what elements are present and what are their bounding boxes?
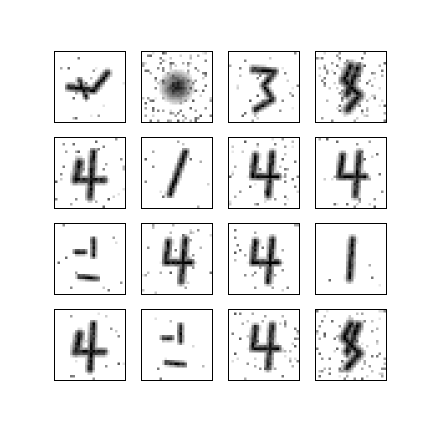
sample-image-pixels [229, 52, 299, 122]
sample-image-r3c4 [315, 223, 387, 295]
sample-image-r3c3 [228, 223, 300, 295]
sample-image-pixels [142, 224, 212, 294]
sample-image-pixels [231, 312, 299, 380]
sample-image-r1c4 [315, 51, 387, 123]
sample-image-pixels [318, 138, 384, 208]
sample-image-pixels [154, 317, 205, 380]
sample-image-pixels [60, 57, 125, 120]
sample-image-r2c3 [228, 137, 300, 209]
sample-image-r2c2 [141, 137, 213, 209]
sample-image-r4c3 [228, 309, 300, 381]
sample-image-r1c3 [228, 51, 300, 123]
sample-image-r4c2 [141, 309, 213, 381]
sample-image-pixels [144, 140, 210, 208]
sample-image-pixels [234, 224, 299, 292]
sample-image-pixels [316, 52, 386, 122]
sample-image-pixels [328, 234, 381, 287]
sample-image-r1c1 [54, 51, 126, 123]
sample-image-pixels [142, 52, 212, 122]
sample-image-r4c4 [315, 309, 387, 381]
sample-image-pixels [70, 312, 125, 380]
sample-image-r1c2 [141, 51, 213, 123]
sample-image-pixels [55, 138, 125, 208]
sample-image-r3c2 [141, 223, 213, 295]
sample-image-r2c1 [54, 137, 126, 209]
sample-image-r4c1 [54, 309, 126, 381]
sample-image-r2c4 [315, 137, 387, 209]
sample-grid [54, 51, 387, 381]
sample-image-pixels [229, 138, 299, 206]
sample-image-pixels [316, 310, 386, 380]
sample-image-pixels [57, 224, 123, 292]
sample-image-r3c1 [54, 223, 126, 295]
